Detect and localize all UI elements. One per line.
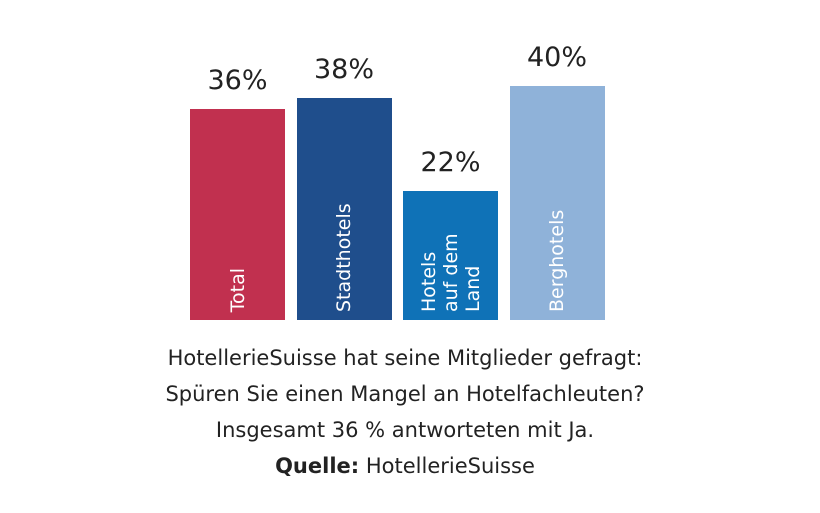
source-line: Quelle: HotellerieSuisse <box>0 448 810 484</box>
category-label: Total <box>226 267 249 312</box>
bar <box>296 97 392 320</box>
caption-line: Insgesamt 36 % antworteten mit Ja. <box>215 418 595 442</box>
bar <box>403 191 498 320</box>
caption-line: HotellerieSuisse hat seine Mitglieder ge… <box>167 346 643 370</box>
value-label: 38% <box>313 53 375 85</box>
value-label: 22% <box>420 147 481 179</box>
caption: HotellerieSuisse hat seine Mitglieder ge… <box>0 340 810 484</box>
value-label: 36% <box>207 65 268 97</box>
category-label: Stadthotels <box>333 203 355 312</box>
caption-line: Spüren Sie einen Mangel an Hotelfachleut… <box>165 382 645 406</box>
category-label: Hotels auf dem Land <box>417 233 484 312</box>
source: HotellerieSuisse <box>365 454 535 478</box>
bar <box>190 109 285 320</box>
bar <box>509 86 605 320</box>
category-label: Berghotels <box>546 209 568 312</box>
source-label: Quelle: <box>275 454 360 478</box>
value-label: 40% <box>526 42 588 73</box>
